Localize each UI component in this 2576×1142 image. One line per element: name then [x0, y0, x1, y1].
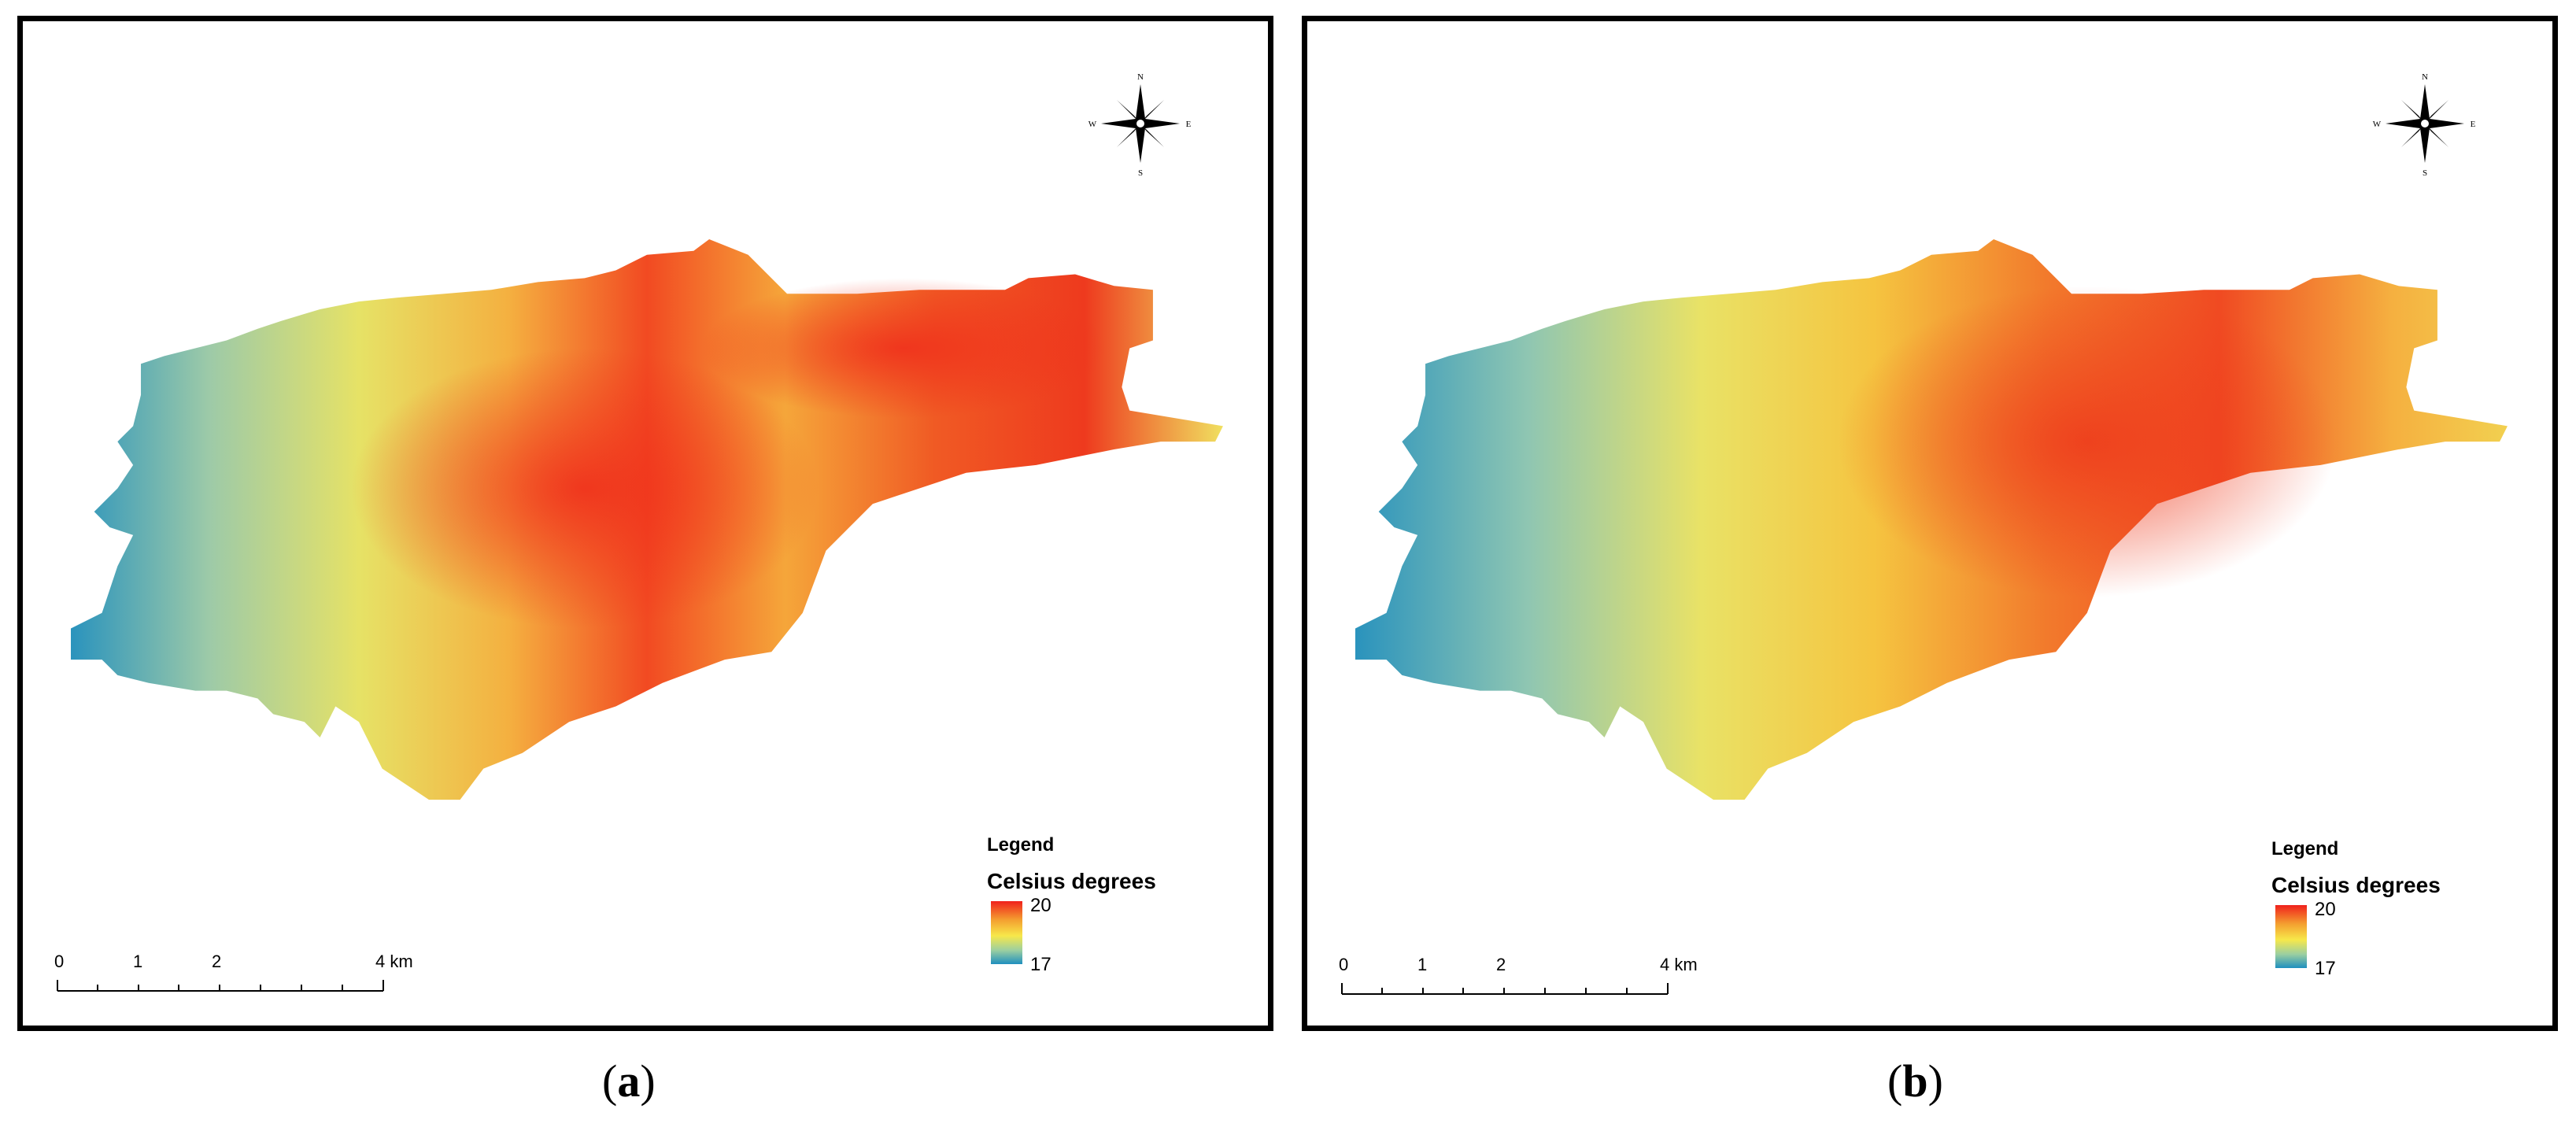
legend-max: 20 — [2315, 899, 2336, 920]
compass-s: S — [2423, 168, 2427, 178]
caption-a: (a) — [602, 1055, 656, 1107]
legend-min: 17 — [2315, 958, 2336, 979]
legend-subtitle: Celsius degrees — [2271, 873, 2441, 897]
legend-min: 17 — [1030, 954, 1051, 975]
compass-n: N — [1137, 72, 1144, 82]
scale-tick-0: 0 — [54, 952, 65, 971]
caption-b-letter: b — [1902, 1055, 1928, 1107]
scale-tick-2: 2 — [212, 952, 222, 971]
compass-rose-icon: N S E W — [2373, 72, 2476, 178]
scale-bar — [57, 980, 384, 992]
compass-w: W — [2373, 120, 2382, 129]
caption-a-letter: a — [617, 1055, 641, 1107]
compass-s: S — [1138, 168, 1143, 178]
scale-tick-4: 4 km — [1660, 955, 1698, 974]
map-panel-a: N S E W Legend Celsius degrees 20 17 0 1… — [17, 16, 1273, 1031]
scale-tick-4: 4 km — [375, 952, 413, 971]
scale-tick-0: 0 — [1339, 955, 1349, 974]
scale-tick-2: 2 — [1496, 955, 1506, 974]
legend-title: Legend — [987, 834, 1055, 856]
compass-e: E — [1186, 120, 1192, 129]
temperature-map-a — [71, 238, 1223, 800]
scale-tick-1: 1 — [1417, 955, 1428, 974]
compass-n: N — [2422, 72, 2428, 82]
legend-title: Legend — [2271, 838, 2339, 859]
caption-b: (b) — [1887, 1055, 1943, 1107]
legend-color-bar — [991, 901, 1022, 964]
legend-max: 20 — [1030, 895, 1051, 916]
scale-tick-1: 1 — [133, 952, 143, 971]
legend-subtitle: Celsius degrees — [987, 869, 1156, 893]
compass-w: W — [1088, 120, 1097, 129]
compass-rose-icon: N S E W — [1088, 72, 1192, 178]
temperature-map-b — [1355, 238, 2508, 800]
compass-e: E — [2471, 120, 2476, 129]
scale-bar — [1341, 983, 1669, 995]
legend-color-bar — [2275, 905, 2307, 968]
map-panel-b: N S E W Legend Celsius degrees 20 17 0 1… — [1302, 16, 2558, 1031]
